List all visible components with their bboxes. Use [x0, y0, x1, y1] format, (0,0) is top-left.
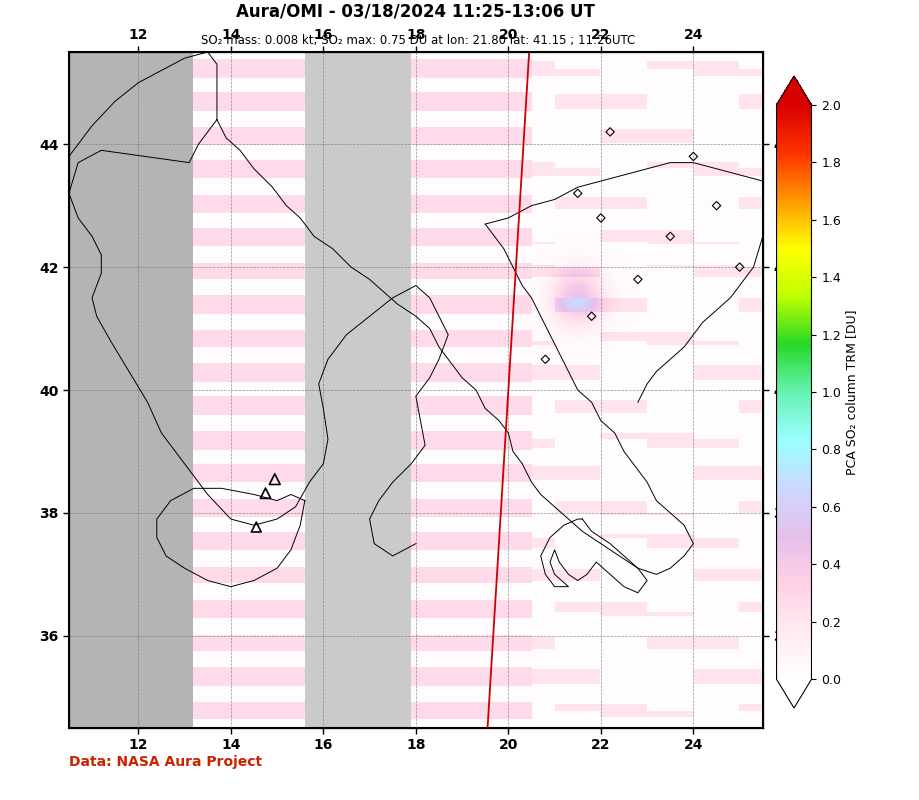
Point	[571, 187, 585, 200]
Point	[732, 261, 747, 274]
Title: Aura/OMI - 03/18/2024 11:25-13:06 UT: Aura/OMI - 03/18/2024 11:25-13:06 UT	[236, 2, 596, 21]
Text: SO₂ mass: 0.008 kt; SO₂ max: 0.75 DU at lon: 21.80 lat: 41.15 ; 11:26UTC: SO₂ mass: 0.008 kt; SO₂ max: 0.75 DU at …	[201, 34, 635, 46]
Point	[594, 211, 608, 224]
Point	[538, 353, 552, 366]
Point	[686, 150, 701, 163]
PathPatch shape	[777, 679, 811, 708]
Point	[663, 230, 677, 242]
Point	[258, 487, 273, 500]
Point	[584, 310, 599, 322]
Bar	[305, 52, 411, 728]
Point	[630, 273, 645, 286]
Text: Data: NASA Aura Project: Data: NASA Aura Project	[69, 754, 262, 769]
Point	[249, 521, 264, 534]
Point	[603, 126, 618, 138]
Y-axis label: PCA SO₂ column TRM [DU]: PCA SO₂ column TRM [DU]	[845, 310, 858, 474]
PathPatch shape	[777, 76, 811, 105]
Point	[709, 199, 724, 212]
Point	[267, 473, 282, 486]
